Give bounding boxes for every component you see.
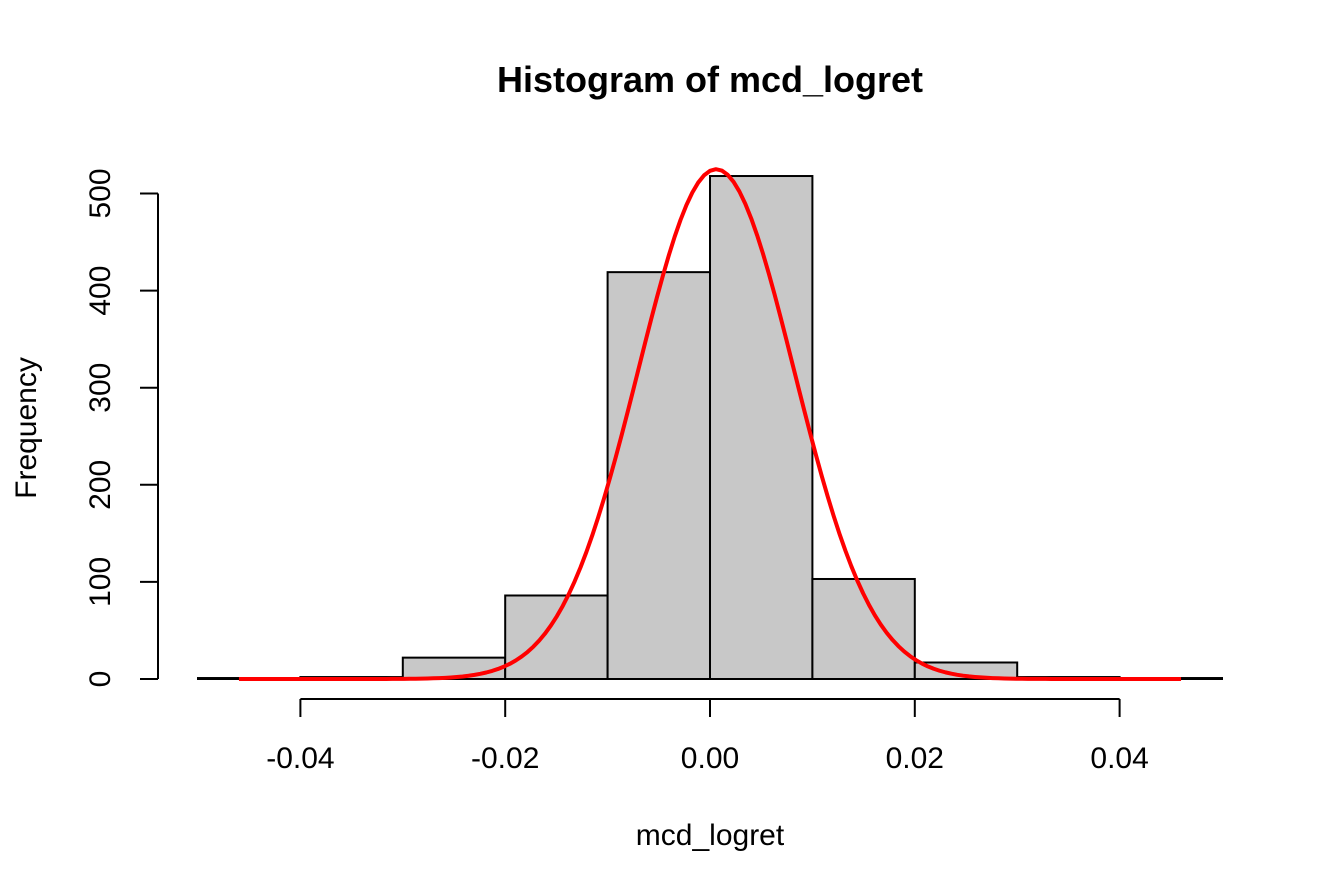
y-tick-label-2: 200 <box>84 460 117 510</box>
x-tick-label-0: -0.04 <box>266 742 334 775</box>
chart-title: Histogram of mcd_logret <box>497 59 923 100</box>
y-axis-label: Frequency <box>10 357 43 499</box>
density-layer <box>238 167 1182 681</box>
y-tick-label-0: 0 <box>84 671 117 688</box>
histogram-bar-4 <box>606 271 711 680</box>
x-tick-label-2: 0.00 <box>681 742 739 775</box>
histogram-bar-7 <box>913 661 1019 680</box>
y-tick-label-4: 400 <box>84 266 117 316</box>
bars-layer <box>197 175 1223 681</box>
x-axis: -0.04 -0.02 0.00 0.02 0.04 <box>266 698 1149 775</box>
y-tick-label-3: 300 <box>84 363 117 413</box>
x-axis-label: mcd_logret <box>636 819 785 852</box>
y-tick-label-5: 500 <box>84 168 117 218</box>
x-tick-label-4: 0.04 <box>1090 742 1148 775</box>
normal-density-curve <box>238 167 1182 681</box>
histogram-bar-3 <box>504 594 609 681</box>
x-tick-label-1: -0.02 <box>471 742 539 775</box>
y-axis: 0 100 200 300 400 500 <box>84 168 159 688</box>
y-tick-label-1: 100 <box>84 557 117 607</box>
x-tick-label-3: 0.02 <box>886 742 944 775</box>
histogram-bar-5 <box>709 175 814 680</box>
